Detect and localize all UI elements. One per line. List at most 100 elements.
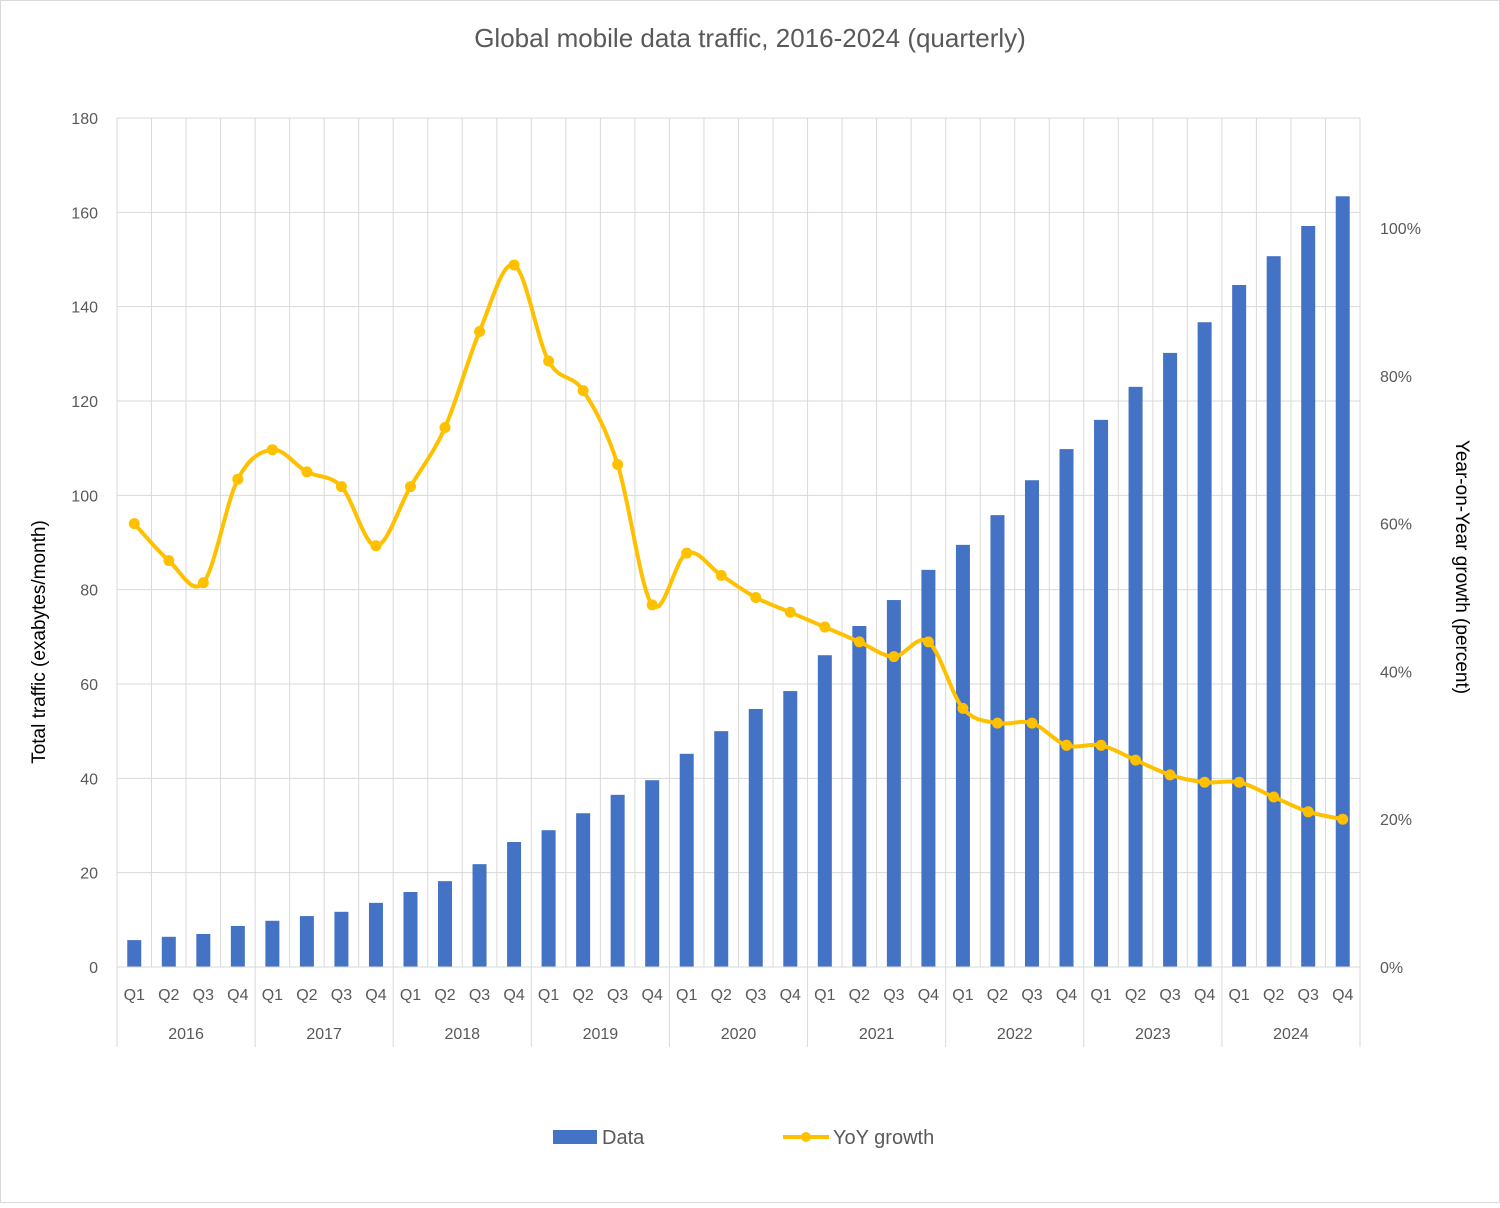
x-tick-label-year: 2020 [721, 1026, 757, 1043]
y2-tick-label: 0% [1380, 960, 1403, 977]
bar-data [299, 916, 314, 967]
legend-yoy-marker [801, 1132, 811, 1142]
chart-title: Global mobile data traffic, 2016-2024 (q… [474, 23, 1026, 53]
legend-data-label: Data [602, 1127, 645, 1149]
point-yoy-growth [1337, 813, 1349, 825]
point-yoy-growth [853, 636, 865, 648]
x-tick-label-quarter: Q3 [469, 987, 490, 1004]
x-tick-label-quarter: Q1 [1090, 987, 1111, 1004]
point-yoy-growth [266, 444, 278, 456]
bar-data [1059, 449, 1074, 967]
point-yoy-growth [681, 547, 693, 559]
bar-data [886, 600, 901, 967]
point-yoy-growth [1268, 791, 1280, 803]
y-tick-label: 140 [71, 300, 98, 317]
bar-data [472, 864, 487, 967]
point-yoy-growth [508, 259, 520, 271]
point-yoy-growth [163, 555, 175, 567]
x-tick-label-year: 2024 [1273, 1026, 1309, 1043]
bar-data [748, 708, 763, 967]
y-tick-label: 20 [80, 866, 98, 883]
y2-tick-label: 60% [1380, 517, 1412, 534]
y-tick-label: 40 [80, 771, 98, 788]
x-tick-label-quarter: Q2 [711, 987, 732, 1004]
point-yoy-growth [232, 473, 244, 485]
y-tick-label: 60 [80, 677, 98, 694]
bar-data [1094, 419, 1109, 967]
bar-data [576, 813, 591, 967]
point-yoy-growth [922, 636, 934, 648]
y-axis-label: Total traffic (exabytes/month) [29, 520, 50, 764]
y2-tick-label: 20% [1380, 812, 1412, 829]
point-yoy-growth [784, 606, 796, 618]
x-tick-label-quarter: Q4 [503, 987, 524, 1004]
x-tick-label-quarter: Q1 [400, 987, 421, 1004]
bar-data [541, 830, 556, 967]
x-tick-label-quarter: Q4 [365, 987, 386, 1004]
point-yoy-growth [577, 385, 589, 397]
x-tick-label-quarter: Q1 [1228, 987, 1249, 1004]
point-yoy-growth [404, 481, 416, 493]
y-tick-label: 160 [71, 205, 98, 222]
y2-axis-label: Year-on-Year growth (percent) [1451, 440, 1472, 694]
bar-data [127, 940, 142, 967]
legend: Data YoY growth [553, 1127, 934, 1149]
x-tick-label-quarter: Q4 [642, 987, 663, 1004]
bar-data [610, 794, 625, 967]
legend-data-swatch [553, 1130, 597, 1144]
point-yoy-growth [1061, 739, 1073, 751]
point-yoy-growth [197, 577, 209, 589]
y-tick-label: 80 [80, 583, 98, 600]
bar-data [783, 691, 798, 967]
x-tick-label-quarter: Q3 [1298, 987, 1319, 1004]
y-tick-label: 120 [71, 394, 98, 411]
x-tick-label-quarter: Q2 [1263, 987, 1284, 1004]
bar-data [852, 625, 867, 967]
point-yoy-growth [128, 518, 140, 530]
y2-tick-label: 80% [1380, 369, 1412, 386]
point-yoy-growth [439, 422, 451, 434]
bar-data [334, 911, 349, 967]
bar-data [1163, 352, 1178, 967]
x-tick-label-quarter: Q3 [607, 987, 628, 1004]
x-tick-label-year: 2019 [583, 1026, 619, 1043]
y2-tick-label: 100% [1380, 221, 1421, 238]
x-tick-label-quarter: Q1 [538, 987, 559, 1004]
legend-yoy-label: YoY growth [833, 1127, 934, 1149]
x-tick-label-year: 2023 [1135, 1026, 1171, 1043]
point-yoy-growth [888, 651, 900, 663]
x-tick-label-quarter: Q3 [745, 987, 766, 1004]
point-yoy-growth [819, 621, 831, 633]
x-tick-label-quarter: Q3 [1021, 987, 1042, 1004]
bar-data [921, 569, 936, 967]
point-yoy-growth [1302, 806, 1314, 818]
bar-data [1301, 226, 1316, 968]
x-tick-label-quarter: Q2 [987, 987, 1008, 1004]
x-tick-label-year: 2017 [306, 1026, 342, 1043]
point-yoy-growth [715, 569, 727, 581]
point-yoy-growth [301, 466, 313, 478]
bar-data [196, 933, 211, 967]
y-tick-label: 0 [89, 960, 98, 977]
point-yoy-growth [1164, 769, 1176, 781]
x-tick-label-quarter: Q4 [918, 987, 939, 1004]
x-tick-label-quarter: Q1 [814, 987, 835, 1004]
point-yoy-growth [1026, 717, 1038, 729]
bar-data [817, 655, 832, 967]
bar-data [1197, 322, 1212, 967]
point-yoy-growth [991, 717, 1003, 729]
point-yoy-growth [1233, 776, 1245, 788]
point-yoy-growth [1130, 754, 1142, 766]
x-tick-label-year: 2022 [997, 1026, 1033, 1043]
bar-data [161, 936, 176, 967]
point-yoy-growth [646, 599, 658, 611]
bar-data [1335, 196, 1350, 968]
bar-data [714, 731, 729, 967]
x-tick-label-quarter: Q2 [1125, 987, 1146, 1004]
x-tick-label-quarter: Q2 [572, 987, 593, 1004]
x-tick-label-quarter: Q4 [1194, 987, 1215, 1004]
bar-data [1128, 386, 1143, 968]
x-tick-label-year: 2016 [168, 1026, 204, 1043]
